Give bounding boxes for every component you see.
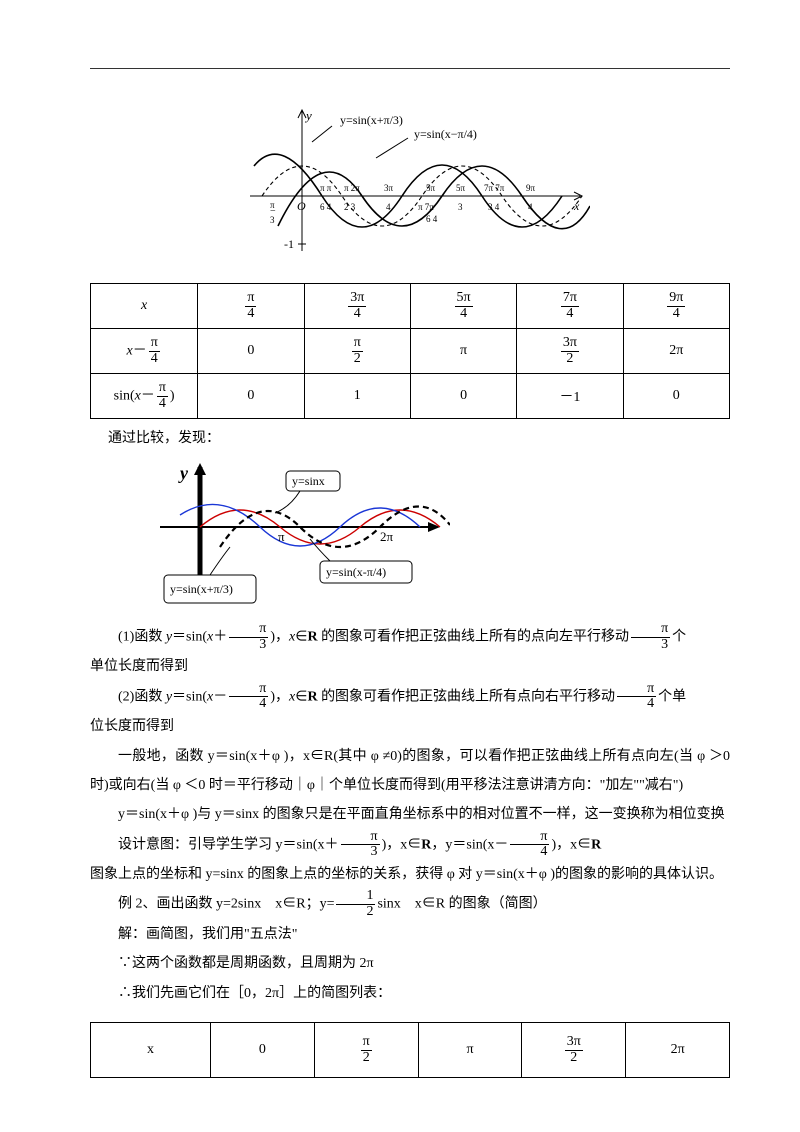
fig1-label-2: y=sin(x−π/4) (414, 127, 477, 141)
t1r1c5: 2π (623, 329, 729, 374)
figure-1-svg: y x -1 − π3 O π π6 4 π 2π2 3 3π4 5ππ 7π … (230, 96, 590, 266)
fig1-label-1: y=sin(x+π/3) (340, 113, 403, 127)
svg-text:3 4: 3 4 (488, 202, 500, 212)
t1r1c1: 0 (198, 329, 304, 374)
svg-text:3π: 3π (384, 183, 394, 193)
fig2-tick-pi: π (278, 529, 285, 544)
t2c3: π (418, 1023, 522, 1078)
solution-line-3: ∴我们先画它们在［0，2π］上的简图列表： (90, 979, 730, 1008)
t1r2c3: 0 (410, 374, 516, 419)
para-1-unit: 单位长度而得到 (90, 652, 730, 681)
t1r2c4: －1 (517, 374, 623, 419)
fig2-callout-right: y=sin(x-π/4) (326, 565, 386, 579)
t1r1c3: π (410, 329, 516, 374)
svg-text:π 2π: π 2π (344, 183, 360, 193)
svg-text:π: π (270, 200, 275, 210)
para-1: (1)函数 y＝sin(x＋π3)，x∈R 的图象可看作把正弦曲线上所有的点向左… (90, 622, 730, 652)
fig2-callout-left: y=sin(x+π/3) (170, 582, 233, 596)
fig2-callout-sinx: y=sinx (292, 474, 325, 488)
svg-text:2 3: 2 3 (344, 202, 356, 212)
figure-2-svg: y π 2π y=sinx y=sin(x-π/4) y=sin(x+π/3) (150, 457, 450, 607)
t1r2c2: 1 (304, 374, 410, 419)
fig2-tick-2pi: 2π (380, 529, 394, 544)
figure-1: y x -1 − π3 O π π6 4 π 2π2 3 3π4 5ππ 7π … (90, 96, 730, 271)
svg-text:4: 4 (386, 202, 391, 212)
y-axis-label: y (304, 108, 312, 123)
svg-text:π π: π π (320, 183, 332, 193)
table-2: x 0 π2 π 3π2 2π (90, 1022, 730, 1078)
para-design-2: 图象上点的坐标和 y=sinx 的图象上点的坐标的关系，获得 φ 对 y＝sin… (90, 860, 730, 889)
svg-text:π 7π: π 7π (418, 202, 434, 212)
svg-text:7π 7π: 7π 7π (484, 183, 505, 193)
svg-text:6 4: 6 4 (426, 214, 438, 224)
para-2-unit: 位长度而得到 (90, 712, 730, 741)
tick-minus1: -1 (284, 237, 294, 251)
t2c5: 2π (626, 1023, 730, 1078)
solution-line-1: 解：画简图，我们用"五点法" (90, 920, 730, 949)
after-compare-text: 通过比较，发现： (108, 427, 730, 447)
svg-text:4: 4 (528, 202, 533, 212)
t1r0c0: x (141, 298, 147, 313)
svg-text:3: 3 (270, 215, 275, 225)
t1r2c1: 0 (198, 374, 304, 419)
example-2: 例 2、画出函数 y=2sinx x∈R；y=12sinx x∈R 的图象（简图… (90, 889, 730, 919)
svg-text:O: O (297, 199, 306, 213)
svg-text:6 4: 6 4 (320, 202, 332, 212)
svg-text:3: 3 (458, 202, 463, 212)
svg-text:9π: 9π (526, 183, 536, 193)
para-2: (2)函数 y＝sin(x－π4)，x∈R 的图象可看作把正弦曲线上所有点向右平… (90, 682, 730, 712)
svg-text:5π: 5π (426, 183, 436, 193)
fig2-ylabel: y (178, 463, 189, 483)
para-general-2: y＝sin(x＋φ )与 y＝sinx 的图象只是在平面直角坐标系中的相对位置不… (90, 800, 730, 829)
table-1: x π4 3π4 5π4 7π4 9π4 x－π4 0 π2 π 3π2 2π … (90, 283, 730, 419)
t1r2c5: 0 (623, 374, 729, 419)
svg-text:5π: 5π (456, 183, 466, 193)
para-general-1: 一般地，函数 y＝sin(x＋φ )，x∈R(其中 φ ≠0)的图象，可以看作把… (90, 742, 730, 801)
figure-2: y π 2π y=sinx y=sin(x-π/4) y=sin(x+π/3) (150, 457, 730, 612)
t2c0: x (91, 1023, 211, 1078)
header-rule (90, 68, 730, 69)
para-design: 设计意图：引导学生学习 y＝sin(x＋π3)，x∈R，y＝sin(x－π4)，… (90, 830, 730, 860)
t2c1: 0 (211, 1023, 315, 1078)
solution-line-2: ∵这两个函数都是周期函数，且周期为 2π (90, 949, 730, 978)
